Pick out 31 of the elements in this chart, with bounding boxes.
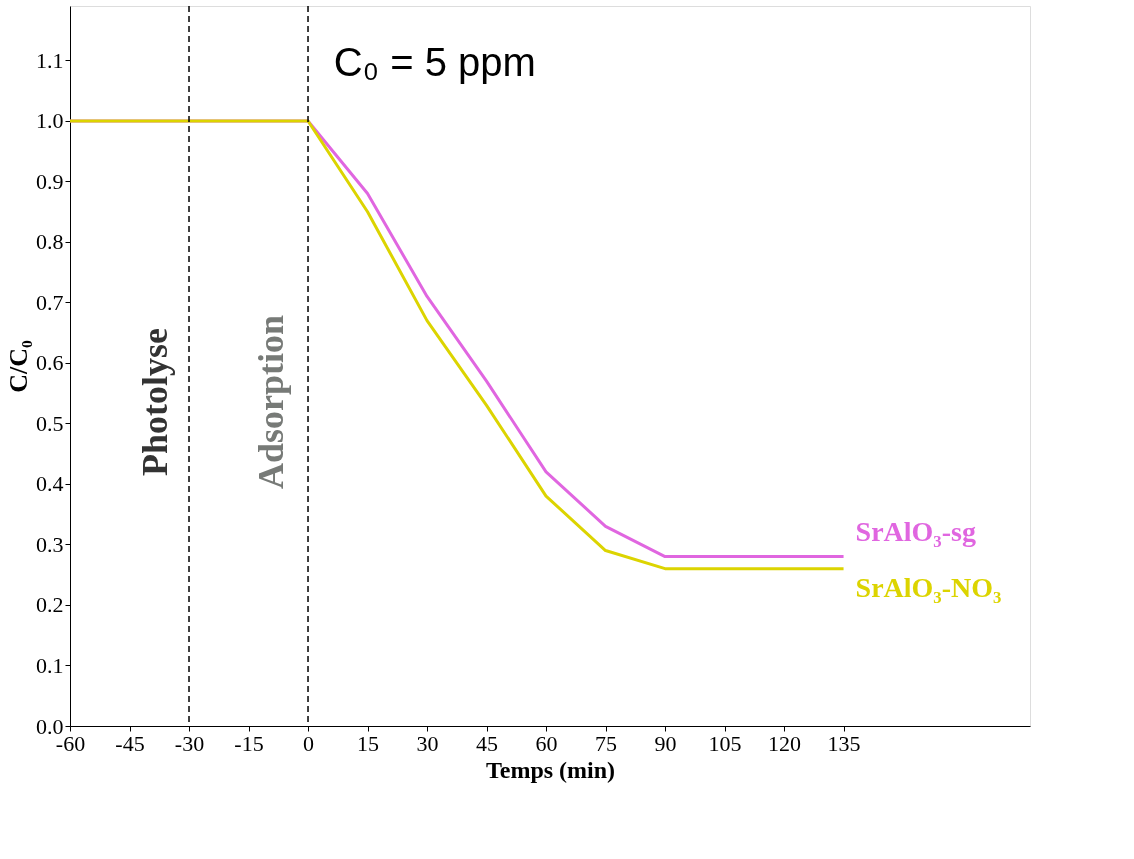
x-tick-label: 75 <box>595 730 618 756</box>
y-tick-label: 0.1 <box>36 653 64 678</box>
y-tick-label: 1.0 <box>36 108 64 134</box>
x-tick-label: 120 <box>768 730 802 756</box>
series-label: SrAlO₃-sg <box>855 515 976 547</box>
x-tick-label: -30 <box>174 730 205 756</box>
x-tick-label: 105 <box>708 730 742 756</box>
x-tick-label: 30 <box>416 730 439 756</box>
y-tick-label: 0.2 <box>36 592 64 618</box>
annotation: Photolyse <box>135 327 176 476</box>
y-tick-label: 0.9 <box>36 168 64 194</box>
y-tick-label: 0.7 <box>36 289 64 315</box>
x-tick-label: 135 <box>827 730 861 756</box>
y-tick-label: 0.8 <box>36 229 64 255</box>
x-tick-label: 45 <box>476 730 499 756</box>
y-tick-label: 0.3 <box>36 531 64 557</box>
x-tick-label: 60 <box>535 730 558 756</box>
x-tick-label: 0 <box>303 730 315 756</box>
y-tick-label: 0.6 <box>36 350 64 376</box>
series-label: SrAlO₃-NO₃ <box>855 571 1002 603</box>
y-tick-label: 0.4 <box>36 471 64 497</box>
y-tick-label: 1.1 <box>36 47 64 73</box>
x-tick-label: -45 <box>115 730 145 756</box>
x-tick-label: 15 <box>357 730 380 756</box>
x-tick-label: 90 <box>654 730 677 756</box>
annotation: C₀ = 5 ppm <box>333 39 536 84</box>
y-axis-title: C/C₀ <box>4 340 33 393</box>
y-tick-label: 0.5 <box>36 410 64 436</box>
annotation: Adsorption <box>250 314 291 490</box>
x-tick-label: -15 <box>234 730 264 756</box>
x-axis-title: Temps (min) <box>485 756 616 783</box>
